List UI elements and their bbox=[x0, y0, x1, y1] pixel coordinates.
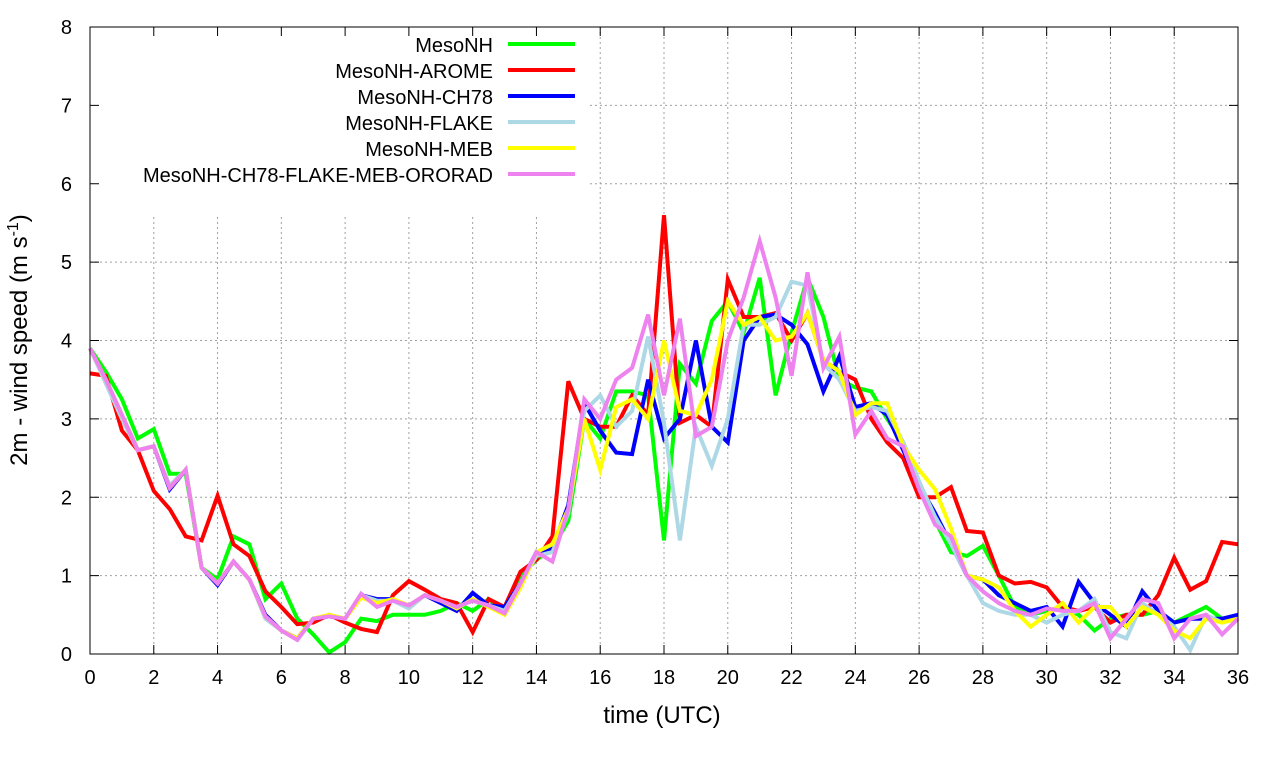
x-tick-label: 30 bbox=[1036, 667, 1058, 689]
legend-label: MesoNH-CH78-FLAKE-MEB-ORORAD bbox=[143, 165, 493, 187]
y-tick-label: 5 bbox=[61, 252, 72, 274]
y-tick-label: 2 bbox=[61, 487, 72, 509]
x-tick-label: 36 bbox=[1227, 667, 1249, 689]
y-axis-label-end: ) bbox=[6, 214, 33, 222]
x-tick-label: 24 bbox=[844, 667, 866, 689]
x-tick-label: 14 bbox=[525, 667, 547, 689]
x-tick-label: 8 bbox=[340, 667, 351, 689]
x-tick-label: 16 bbox=[589, 667, 611, 689]
y-tick-label: 7 bbox=[61, 95, 72, 117]
series-line-mesonh-arome bbox=[89, 214, 1239, 637]
x-tick-label: 6 bbox=[276, 667, 287, 689]
x-tick-label: 12 bbox=[462, 667, 484, 689]
y-tick-label: 4 bbox=[61, 331, 72, 353]
x-tick-label: 20 bbox=[717, 667, 739, 689]
x-tick-label: 26 bbox=[908, 667, 930, 689]
y-axis-label-sup: -1 bbox=[5, 222, 22, 236]
legend: MesoNH MesoNH-AROME MesoNH-CH78 MesoNH-FLAK… bbox=[143, 35, 575, 187]
y-axis-label-main: 2m - wind speed (m s bbox=[6, 236, 33, 465]
y-tick-label: 0 bbox=[61, 644, 72, 666]
x-tick-label: 28 bbox=[972, 667, 994, 689]
y-tick-label: 6 bbox=[61, 174, 72, 196]
x-axis-label: time (UTC) bbox=[603, 702, 720, 729]
x-tick-label: 10 bbox=[398, 667, 420, 689]
series-lines bbox=[88, 214, 1240, 656]
legend-label: MesoNH-CH78 bbox=[357, 87, 493, 109]
x-tick-label: 32 bbox=[1099, 667, 1121, 689]
y-tick-label: 1 bbox=[61, 566, 72, 588]
series-line-mesonh-ch78-flake-meb-ororad bbox=[88, 233, 1240, 643]
x-tick-label: 22 bbox=[780, 667, 802, 689]
legend-background bbox=[70, 28, 590, 216]
y-tick-label: 8 bbox=[61, 17, 72, 39]
x-tick-label: 34 bbox=[1163, 667, 1185, 689]
x-tick-label: 0 bbox=[84, 667, 95, 689]
legend-label: MesoNH-FLAKE bbox=[345, 113, 493, 135]
x-tick-label: 4 bbox=[212, 667, 223, 689]
legend-label: MesoNH bbox=[415, 35, 493, 57]
legend-label: MesoNH-MEB bbox=[365, 139, 493, 161]
axis-ticks: 0 2 4 6 8 10 12 14 16 18 20 22 24 26 28 30 32 34 360123456… bbox=[61, 17, 1249, 689]
x-tick-label: 2 bbox=[148, 667, 159, 689]
x-tick-label: 18 bbox=[653, 667, 675, 689]
y-axis-label: 2m - wind speed (m s-1) bbox=[5, 214, 33, 466]
y-tick-label: 3 bbox=[61, 409, 72, 431]
series-line-mesonh bbox=[88, 271, 1238, 656]
legend-label: MesoNH-AROME bbox=[335, 61, 493, 83]
